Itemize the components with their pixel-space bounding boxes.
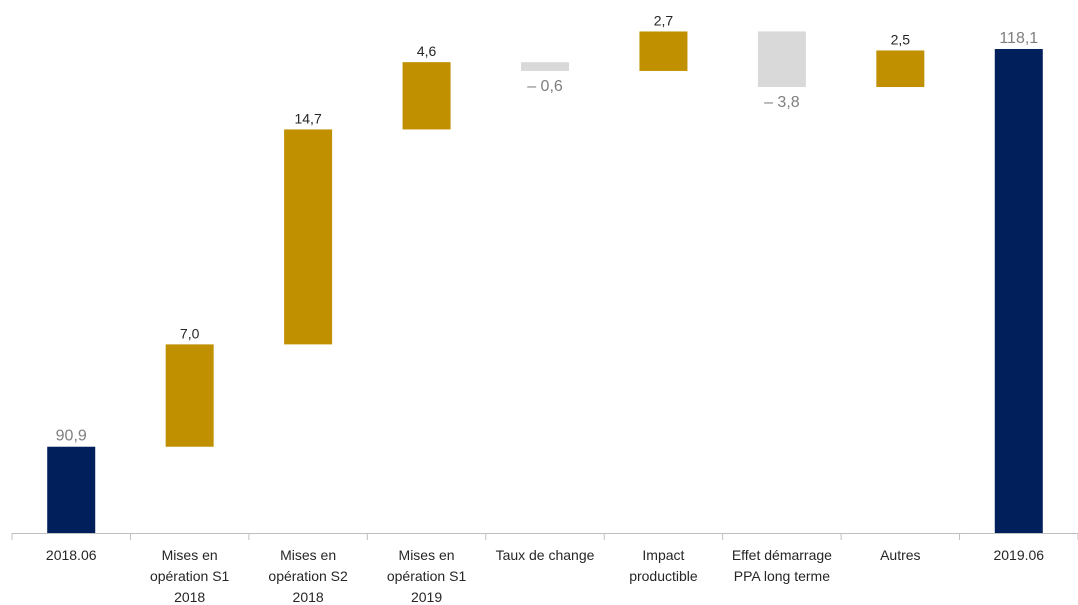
category-label: 2019.06: [993, 547, 1044, 563]
value-labels-group: 90,9 7,0 14,7 4,6 – 0,6 2,7 – 3,8 2,5 118,1: [56, 12, 1039, 444]
data-label: 14,7: [294, 110, 321, 126]
data-label: 4,6: [417, 43, 437, 59]
category-label: 2018: [174, 589, 205, 605]
category-label: 2018: [293, 589, 324, 605]
waterfall-bar-3: [284, 129, 333, 345]
category-label: opération S1: [387, 568, 467, 584]
category-label: Effet démarrage: [732, 547, 832, 563]
category-labels-group: 2018.06 Mises en opération S1 2018 Mises en o…: [46, 547, 1044, 605]
data-label: – 3,8: [764, 94, 800, 111]
x-axis-ticks-group: [11, 533, 1078, 540]
waterfall-bar-6: [639, 31, 688, 71]
waterfall-bar-5: [521, 62, 569, 71]
data-label: 7,0: [180, 325, 200, 341]
category-label: Taux de change: [496, 547, 595, 563]
waterfall-bar-8: [876, 50, 925, 88]
category-label: Impact: [642, 547, 684, 563]
data-label: 2,7: [654, 12, 674, 28]
category-label: Mises en: [399, 547, 455, 563]
data-label: 90,9: [56, 428, 87, 445]
bars-group: [47, 31, 1043, 533]
category-label: 2018.06: [46, 547, 97, 563]
category-label: Mises en: [162, 547, 218, 563]
category-label: opération S2: [268, 568, 348, 584]
waterfall-bar-2: [165, 344, 214, 447]
waterfall-bar-9: [994, 49, 1043, 533]
waterfall-bar-4: [402, 62, 451, 130]
category-label: Autres: [880, 547, 920, 563]
data-label: 118,1: [999, 30, 1038, 47]
data-label: 2,5: [891, 31, 911, 47]
category-label: PPA long terme: [734, 568, 830, 584]
category-label: Mises en: [280, 547, 336, 563]
waterfall-bar-7: [757, 31, 806, 88]
category-label: 2019: [411, 589, 442, 605]
waterfall-bar-1: [47, 446, 96, 533]
data-label: – 0,6: [527, 78, 563, 95]
category-label: opération S1: [150, 568, 230, 584]
category-label: productible: [629, 568, 698, 584]
